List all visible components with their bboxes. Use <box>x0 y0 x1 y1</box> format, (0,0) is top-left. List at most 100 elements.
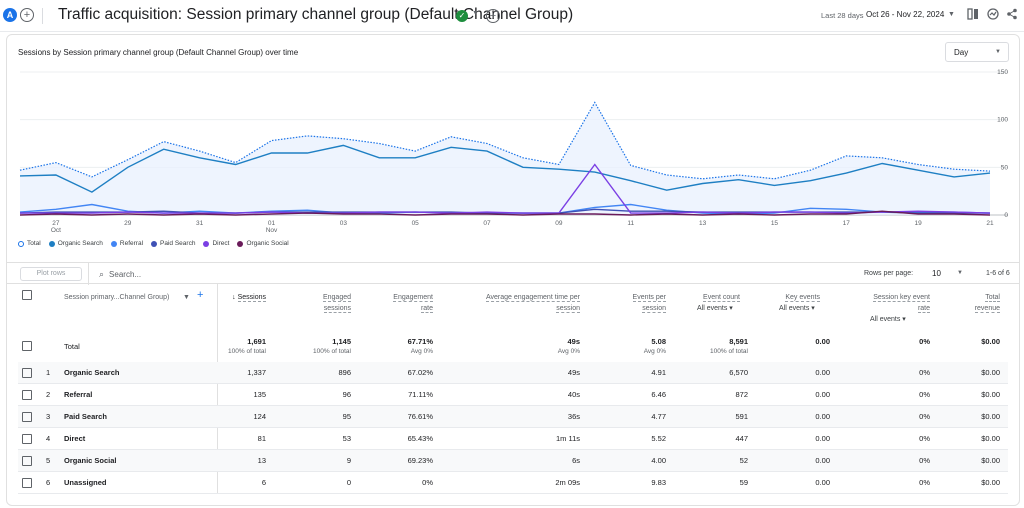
col-total-revenue[interactable]: Total revenue <box>950 292 1000 314</box>
cell-sessions: 81 <box>257 434 266 443</box>
col-sessions[interactable]: ↓ Sessions <box>216 292 266 303</box>
plot-rows-button[interactable]: Plot rows <box>20 267 82 281</box>
add-comparison-icon[interactable]: + <box>20 8 34 22</box>
cell-keyev: 0.00 <box>815 390 830 399</box>
y-tick-label: 50 <box>1001 164 1009 171</box>
date-chevron-down-icon[interactable]: ▼ <box>948 11 955 18</box>
date-preset-label[interactable]: Last 28 days <box>821 11 864 20</box>
legend-item[interactable]: Organic Search <box>48 240 103 247</box>
key-events-filter[interactable]: All events ▾ <box>779 305 815 312</box>
row-checkbox[interactable] <box>22 412 32 422</box>
cell-evcount: 872 <box>735 390 748 399</box>
col-engaged-sessions[interactable]: Engaged sessions <box>296 292 351 314</box>
top-bar: A + Traffic acquisition: Session primary… <box>0 0 1024 32</box>
col-key-events[interactable]: Key events <box>760 292 820 303</box>
insights-icon[interactable] <box>986 8 1000 22</box>
legend-item[interactable]: Paid Search <box>151 240 195 247</box>
legend-item[interactable]: Referral <box>110 240 143 247</box>
cell-skr: 0% <box>919 434 930 443</box>
x-tick-label: 21 <box>986 220 994 227</box>
search-input[interactable]: ⌕ Search... <box>88 263 141 285</box>
x-tick-label: 29 <box>124 220 132 227</box>
chart-legend: Total Organic Search Referral Paid Search Di… <box>18 240 289 247</box>
table-row[interactable] <box>18 362 1008 384</box>
event-count-filter[interactable]: All events ▾ <box>697 305 733 312</box>
cell-evcount: 6,570 <box>729 368 748 377</box>
cell-evcount: 52 <box>739 456 748 465</box>
chevron-down-icon[interactable]: ▼ <box>472 10 479 17</box>
cell-skr: 0% <box>919 478 930 487</box>
legend-item[interactable]: Direct <box>203 240 229 247</box>
granularity-value: Day <box>954 48 969 57</box>
select-all-checkbox[interactable] <box>22 290 32 300</box>
dimension-chevron-icon[interactable]: ▼ <box>183 294 190 301</box>
col-events-per-session[interactable]: Events per session <box>610 292 666 314</box>
cell-avgtime: 36s <box>567 412 580 421</box>
channel-name-link[interactable]: Organic Social <box>64 456 117 465</box>
date-range[interactable]: Oct 26 - Nov 22, 2024 <box>866 10 945 19</box>
granularity-select[interactable]: Day ▼ <box>945 42 1009 62</box>
col-sessions-label: Sessions <box>237 294 266 302</box>
col-avg-engagement-time[interactable]: Average engagement time per session <box>460 292 580 314</box>
compare-columns-icon[interactable] <box>966 8 980 22</box>
row-checkbox[interactable] <box>22 434 32 444</box>
x-tick-label: 05 <box>412 220 420 227</box>
cell-sessions: 135 <box>253 390 266 399</box>
series-line-total <box>19 101 991 180</box>
channel-name-link[interactable]: Paid Search <box>64 412 107 421</box>
add-dimension-icon[interactable]: + <box>197 289 204 301</box>
col-engagement-rate[interactable]: Engagement rate <box>373 292 433 314</box>
session-key-event-rate-filter[interactable]: All events ▾ <box>870 316 906 323</box>
total-label: Total <box>64 342 80 351</box>
table-row[interactable] <box>18 450 1008 472</box>
row-index: 6 <box>46 478 51 487</box>
rows-per-page-chevron-icon[interactable]: ▼ <box>957 270 963 276</box>
row-checkbox[interactable] <box>22 456 32 466</box>
channel-name-link[interactable]: Referral <box>64 390 93 399</box>
total-evcount-sub: 100% of total <box>710 348 748 355</box>
total-avgtime-sub: Avg 0% <box>557 348 580 355</box>
avatar[interactable]: A <box>3 8 17 22</box>
legend-dot-icon <box>151 240 158 247</box>
series-line-organic-social <box>19 210 991 216</box>
total-avgtime: 49s <box>567 337 580 346</box>
channel-name-link[interactable]: Unassigned <box>64 478 107 487</box>
table-row[interactable] <box>18 384 1008 406</box>
row-checkbox[interactable] <box>22 368 32 378</box>
col-event-count[interactable]: Event count <box>680 292 740 303</box>
channel-name-link[interactable]: Organic Search <box>64 368 120 377</box>
total-row-checkbox[interactable] <box>22 341 32 351</box>
cell-sessions: 1,337 <box>247 368 266 377</box>
share-icon[interactable] <box>1005 8 1019 22</box>
row-index: 1 <box>46 368 51 377</box>
dimension-header[interactable]: Session primary...Channel Group) <box>64 294 170 301</box>
legend-label: Paid Search <box>160 240 196 247</box>
y-tick-label: 100 <box>997 117 1008 124</box>
col-label: session <box>556 305 580 313</box>
table-row[interactable] <box>18 428 1008 450</box>
col-label: Engagement <box>393 294 433 302</box>
divider <box>217 284 218 494</box>
col-session-key-event-rate[interactable]: Session key event rate <box>850 292 930 314</box>
cell-eps: 5.52 <box>651 434 666 443</box>
cell-engaged: 53 <box>342 434 351 443</box>
cell-evcount: 591 <box>735 412 748 421</box>
row-checkbox[interactable] <box>22 390 32 400</box>
rows-per-page-select[interactable]: 10 <box>932 269 941 278</box>
legend-label: Organic Social <box>246 240 289 247</box>
col-label: Total <box>985 294 1000 302</box>
cell-rev: $0.00 <box>981 434 1000 443</box>
search-icon: ⌕ <box>99 269 105 279</box>
cell-keyev: 0.00 <box>815 412 830 421</box>
channel-name-link[interactable]: Direct <box>64 434 86 443</box>
add-icon[interactable]: + <box>486 9 500 23</box>
col-label: revenue <box>974 305 1000 313</box>
check-circle-icon[interactable]: ✓ <box>456 10 468 22</box>
table-row[interactable] <box>18 406 1008 428</box>
legend-item[interactable]: Organic Social <box>237 240 289 247</box>
x-tick-label: 15 <box>771 220 779 227</box>
row-checkbox[interactable] <box>22 478 32 488</box>
legend-label: Direct <box>212 240 230 247</box>
legend-item[interactable]: Total <box>18 240 41 247</box>
table-row[interactable] <box>18 472 1008 494</box>
